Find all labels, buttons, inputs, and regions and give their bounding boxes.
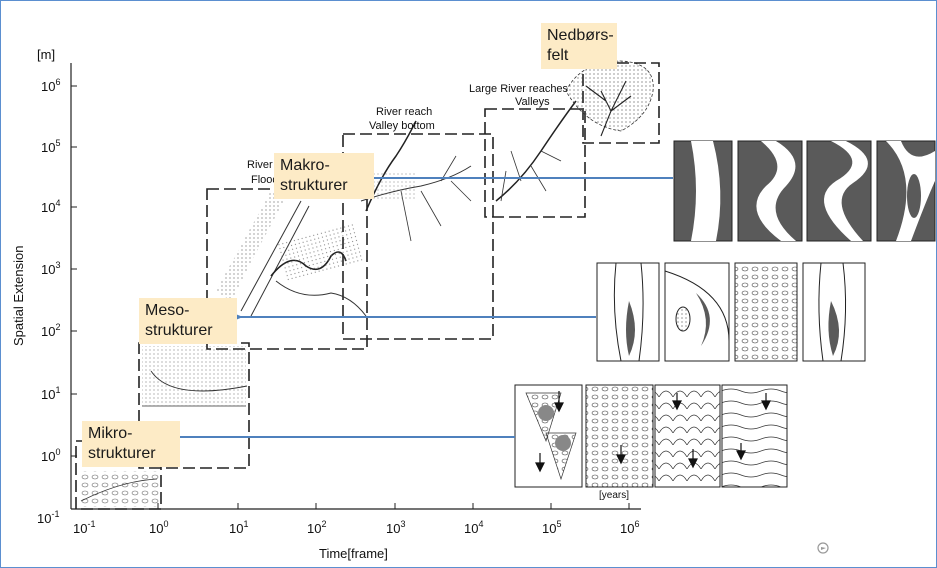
connector-arrows (157, 170, 673, 445)
micro-sketch (79, 471, 159, 507)
x-tick-1e1: 101 (229, 519, 248, 536)
box-large-reach (484, 108, 586, 218)
callout-mesostrukturer: Meso- strukturer (139, 298, 237, 344)
rs1-line: River s (247, 159, 282, 171)
micro-panels (514, 384, 788, 488)
label-large-river: Large River reaches Valleys (469, 83, 571, 108)
callout-makrostrukturer: Makro- strukturer (274, 153, 374, 199)
reach-sketch (360, 120, 472, 242)
box-reach (342, 133, 494, 340)
refresh-arrow-icon[interactable] (817, 542, 829, 554)
x-tick-1e2: 102 (307, 519, 326, 536)
label-river-reach: River reach Valley bottom (369, 106, 435, 132)
plot-axes (70, 63, 641, 510)
callout-nedborsfelt: Nedbørs- felt (541, 23, 617, 69)
x-tick-1e0: 100 (149, 519, 168, 536)
y-axis-label: Spatial Extension (11, 246, 26, 346)
meso-sketch (142, 346, 248, 407)
y-unit-label: [m] (37, 47, 55, 62)
x-tick-1e5: 105 (542, 519, 561, 536)
y-tick-1e6: 106 (41, 77, 60, 94)
rr2-line: Valley bottom (369, 120, 435, 132)
y-tick-1e-1: 10-1 (37, 509, 59, 526)
x-tick-1e4: 104 (464, 519, 483, 536)
callout-mikrostrukturer: Mikro- strukturer (82, 421, 180, 467)
y-tick-1e2: 102 (41, 322, 60, 339)
x-unit-note: [years] (599, 490, 629, 501)
y-tick-1e1: 101 (41, 385, 60, 402)
x-tick-1e3: 103 (386, 519, 405, 536)
label-river-segment: River s Flood (247, 159, 284, 186)
x-tick-1e6: 106 (620, 519, 639, 536)
meso-panels (596, 262, 866, 362)
y-tick-1e0: 100 (41, 447, 60, 464)
x-tick-1e-1: 10-1 (73, 519, 95, 536)
segment-sketch (216, 191, 367, 317)
lr1-line: Large River reaches (469, 83, 569, 95)
catchment-sketch (565, 60, 654, 137)
y-tick-1e4: 104 (41, 198, 60, 215)
large-reach-sketch (495, 100, 577, 202)
x-tick-labels: 10-1 100 101 102 103 104 105 106 (73, 519, 639, 536)
y-tick-1e3: 103 (41, 260, 60, 277)
y-tick-1e5: 105 (41, 138, 60, 155)
macro-panels (673, 140, 936, 242)
rs2-line: Flood (251, 174, 279, 186)
x-axis-label: Time[frame] (319, 546, 388, 561)
lr2-line: Valleys (515, 96, 550, 108)
y-tick-labels: 106 105 104 103 102 101 100 10-1 (37, 77, 60, 526)
rr1-line: River reach (376, 106, 432, 118)
